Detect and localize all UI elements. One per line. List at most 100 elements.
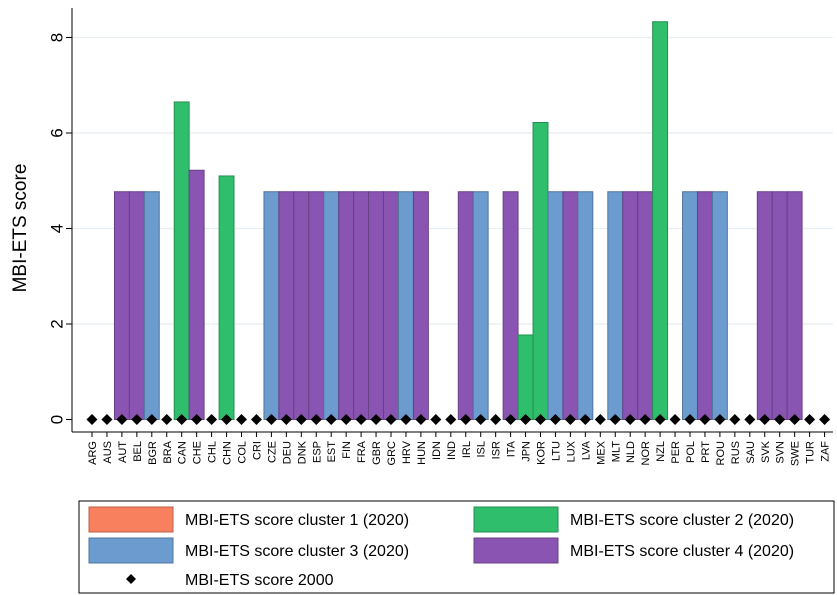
marker-FRA (355, 414, 367, 425)
bar-FRA (353, 191, 370, 420)
x-tick-label-DNK: DNK (296, 440, 308, 464)
marker-IRL (460, 414, 472, 425)
bar-GRC (383, 191, 399, 420)
x-tick-label-NLD: NLD (625, 441, 637, 463)
marker-EST (325, 414, 337, 425)
bar-NZL (652, 21, 669, 421)
bar-EST (323, 191, 340, 420)
marker-SWE (789, 414, 801, 425)
x-tick-label-LTU: LTU (550, 441, 562, 461)
marker-PRT (699, 414, 711, 425)
bar-ISL (472, 191, 489, 420)
marker-KOR (535, 414, 546, 425)
bar-NLD (622, 191, 639, 420)
marker-ZAF (819, 414, 831, 425)
bar-BGR (143, 191, 160, 420)
marker-GBR (370, 414, 382, 425)
bar-ITA (502, 191, 519, 420)
x-tick-label-NOR: NOR (640, 441, 652, 466)
marker-CAN (176, 414, 188, 425)
marker-SVN (774, 414, 786, 425)
bar-HUN (412, 191, 429, 420)
x-tick-label-SVN: SVN (775, 441, 787, 464)
bar-ROU (711, 191, 728, 420)
marker-MLT (609, 414, 621, 425)
bar-CZE (263, 191, 280, 420)
x-tick-label-CRI: CRI (251, 441, 263, 460)
legend-swatch (473, 506, 559, 533)
x-tick-label-AUT: AUT (117, 441, 129, 463)
legend-diamond (126, 574, 136, 584)
x-tick-label-CAN: CAN (177, 441, 189, 464)
bar-SVN (771, 191, 788, 420)
marker-RUS (729, 414, 741, 425)
x-tick-label-EST: EST (326, 441, 338, 463)
bar-FIN (338, 191, 355, 420)
marker-CZE (265, 414, 277, 425)
y-tick-labels: 0 2 4 6 8 (48, 33, 67, 424)
marker-PER (669, 414, 681, 425)
x-tick-label-BRA: BRA (162, 440, 174, 463)
legend-label: MBI-ETS score cluster 3 (2020) (185, 543, 409, 560)
x-tick-label-ITA: ITA (506, 440, 518, 457)
bar-LUX (562, 191, 579, 420)
x-tick-label-CZE: CZE (266, 441, 278, 463)
marker-JPN (520, 414, 532, 425)
x-tick-label-COL: COL (237, 441, 249, 464)
legend-label: MBI-ETS score cluster 1 (2020) (185, 512, 409, 529)
marker-FIN (340, 414, 352, 425)
y-tick-label: 0 (48, 415, 67, 424)
bar-DEU (278, 191, 295, 420)
marker-ROU (714, 414, 726, 425)
marker-GRC (385, 414, 397, 425)
marker-SVK (759, 414, 771, 425)
marker-CHN (221, 414, 233, 425)
marker-COL (236, 414, 247, 425)
bar-SVK (756, 191, 773, 420)
marker-SAU (744, 414, 756, 425)
bar-CHE (188, 169, 205, 420)
x-tick-label-GRC: GRC (386, 441, 398, 466)
marker-TUR (804, 414, 816, 425)
legend-box (78, 500, 835, 594)
marker-ESP (310, 414, 322, 425)
marker-BRA (161, 414, 173, 425)
x-tick-label-LUX: LUX (565, 440, 577, 462)
marker-AUS (101, 414, 113, 425)
x-tick-labels: ARG AUS AUT BEL BGR BRA CAN CHE CHL CHN COL CRI CZE D… (87, 440, 832, 466)
x-tick-label-HRV: HRV (401, 440, 413, 464)
x-tick-label-RUS: RUS (730, 441, 742, 464)
bar-LVA (577, 191, 594, 420)
legend-swatch (88, 506, 174, 533)
legend: MBI-ETS score cluster 1 (2020) MBI-ETS sc… (78, 500, 835, 594)
bar-HRV (398, 191, 414, 420)
x-tick-label-BEL: BEL (132, 441, 144, 462)
bar-PRT (697, 191, 713, 420)
x-tick-label-MEX: MEX (595, 440, 607, 465)
x-tick-label-ISL: ISL (476, 441, 488, 458)
marker-ISR (490, 414, 502, 425)
bar-MLT (607, 191, 624, 420)
marker-LVA (579, 414, 591, 425)
marker-AUT (116, 414, 128, 425)
marker-POL (684, 414, 696, 425)
marker-NLD (624, 414, 636, 425)
marker-MEX (594, 414, 606, 425)
x-tick-label-GBR: GBR (371, 441, 383, 465)
x-tick-label-BGR: BGR (147, 441, 159, 465)
x-tick-label-KOR: KOR (536, 441, 548, 465)
x-tick-label-FRA: FRA (356, 440, 368, 463)
bar-DNK (293, 191, 310, 420)
marker-NZL (654, 414, 666, 425)
marker-LTU (549, 414, 561, 425)
y-tick-label: 6 (48, 128, 67, 137)
bar-JPN (517, 334, 534, 421)
x-tick-label-SAU: SAU (745, 441, 757, 464)
x-tick-label-AUS: AUS (102, 441, 114, 464)
x-tick-label-JPN: JPN (521, 441, 533, 462)
bar-GBR (368, 191, 385, 420)
marker-BEL (131, 414, 143, 425)
x-tick-label-SVK: SVK (760, 440, 772, 463)
y-tick-label: 4 (48, 224, 67, 233)
